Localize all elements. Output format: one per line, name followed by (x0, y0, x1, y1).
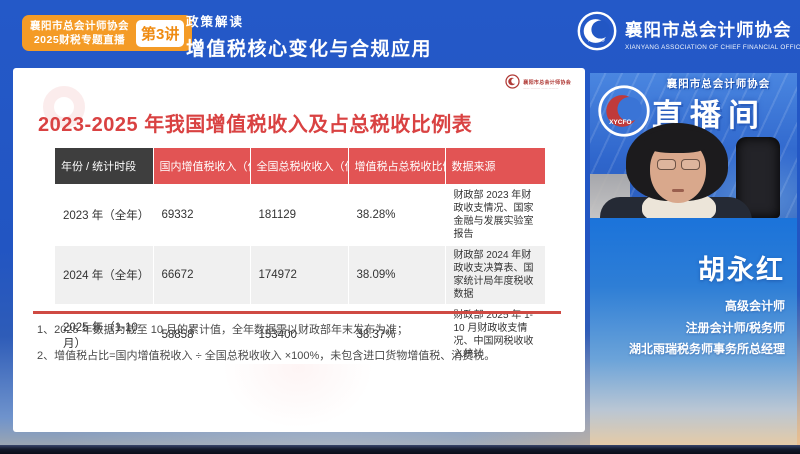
slide-logo-subtext: —— ——— —— ——— (523, 85, 559, 90)
presentation-slide: 襄阳市总会计师协会 —— ——— —— ——— 2023-2025 年我国增值税… (13, 68, 585, 432)
glasses-lens (656, 159, 676, 170)
slide-notes: 1、2025 年数据为截至 10 月的累计值，全年数据需以财政部年末发布为准； … (37, 322, 495, 364)
slide-logo-icon (505, 74, 520, 94)
table-row: 2024 年（全年） 66672 174972 38.09% 财政部 2024 … (55, 244, 546, 305)
svg-text:XYCFO: XYCFO (609, 119, 631, 126)
table-row: 2025 年（1-10 月） 58858 153400 38.37% 财政部 2… (55, 304, 546, 364)
backdrop-org-name: 襄阳市总会计师协会 (666, 78, 771, 90)
speaker-glasses (653, 159, 703, 171)
slide-watermark-ring (43, 86, 85, 128)
cell-source: 财政部 2024 年财政收支决算表、国家统计局年度税收数据 (445, 244, 546, 305)
col-header-vat-revenue: 国内增值税收入（亿元） (153, 148, 251, 185)
glasses-lens (680, 159, 700, 170)
series-name-line: 2025财税专题直播 (33, 34, 126, 47)
org-logo-icon: XYCFO (576, 10, 618, 57)
org-header: XYCFO 襄阳市总会计师协会 XIANYANG ASSOCIATION OF … (576, 10, 800, 57)
cell-vat-revenue: 58858 (153, 304, 251, 364)
cell-total-tax: 153400 (250, 304, 349, 364)
note-line: 2、增值税占比=国内增值税收入 ÷ 全国总税收收入 ×100%，未包含进口货物增… (37, 349, 496, 362)
table-row: 2023 年（全年） 69332 181129 38.28% 财政部 2023 … (55, 184, 546, 245)
speaker-video-feed: 襄阳市总会计师协会 直播间 XYCFO (590, 73, 797, 218)
cell-period: 2023 年（全年） (55, 184, 154, 245)
speaker-name: 胡永红 (698, 255, 785, 285)
speaker-fringe (644, 129, 710, 153)
series-badge: 襄阳市总会计师协会 2025财税专题直播 第3讲 (22, 15, 193, 52)
org-name: 襄阳市总会计师协会 (625, 19, 792, 40)
slide-logo: 襄阳市总会计师协会 —— ——— —— ——— (505, 74, 571, 94)
cell-period: 2024 年（全年） (55, 244, 154, 305)
series-org-line: 襄阳市总会计师协会 (30, 20, 129, 32)
cell-source: 财政部 2025 年 1-10 月财政收支情况、中国网税收收入统计 (445, 304, 546, 364)
cell-source: 财政部 2023 年财政收支情况、国家金融与发展实验室报告 (445, 184, 546, 245)
col-header-total-tax: 全国总税收收入（亿元） (250, 148, 349, 185)
cell-total-tax: 174972 (250, 244, 349, 305)
vat-revenue-table: 年份 / 统计时段 国内增值税收入（亿元） 全国总税收收入（亿元） 增值税占总税… (55, 148, 546, 364)
topic-title: 增值税核心变化与合规应用 (186, 39, 433, 60)
speaker-title-line: 高级会计师 (724, 299, 785, 313)
cell-vat-revenue: 69332 (153, 184, 251, 245)
slide-logo-text: 襄阳市总会计师协会 (523, 79, 571, 86)
speaker-info-panel: 胡永红 高级会计师 注册会计师/税务师 湖北雨瑞税务师事务所总经理 (590, 218, 797, 446)
table-underline (33, 311, 561, 314)
topic-label: 政策解读 (186, 15, 245, 29)
cell-ratio: 38.28% (348, 184, 446, 245)
table-header-row: 年份 / 统计时段 国内增值税收入（亿元） 全国总税收收入（亿元） 增值税占总税… (55, 148, 546, 185)
cell-ratio: 38.37% (348, 304, 446, 364)
col-header-ratio: 增值税占总税收比例 (348, 148, 446, 185)
lecture-topic: 政策解读 增值税核心变化与合规应用 (186, 11, 432, 61)
note-line: 1、2025 年数据为截至 10 月的累计值，全年数据需以财政部年末发布为准； (37, 324, 408, 336)
bottom-letterbox-bar (0, 445, 800, 454)
svg-text:XYCFO: XYCFO (588, 38, 605, 44)
episode-chip: 第3讲 (136, 19, 185, 47)
speaker-mouth (672, 189, 684, 192)
speaker-title-line: 湖北雨瑞税务师事务所总经理 (628, 342, 785, 357)
slide-title: 2023-2025 年我国增值税收入及占总税收比例表 (38, 114, 473, 136)
series-badge-text: 襄阳市总会计师协会 2025财税专题直播 (30, 19, 129, 47)
org-name-en: XIANYANG ASSOCIATION OF CHIEF FINANCIAL … (625, 43, 800, 51)
cell-vat-revenue: 66672 (153, 244, 251, 305)
cell-period: 2025 年（1-10 月） (55, 304, 154, 364)
col-header-source: 数据来源 (445, 148, 546, 185)
cell-total-tax: 181129 (250, 184, 349, 245)
speaker-title-line: 注册会计师/税务师 (685, 320, 785, 335)
cell-ratio: 38.09% (348, 244, 446, 305)
speaker-titles: 高级会计师 注册会计师/税务师 湖北雨瑞税务师事务所总经理 (629, 296, 785, 361)
col-header-period: 年份 / 统计时段 (55, 148, 154, 185)
xycfo-crescent-logo-icon: XYCFO (596, 83, 652, 139)
